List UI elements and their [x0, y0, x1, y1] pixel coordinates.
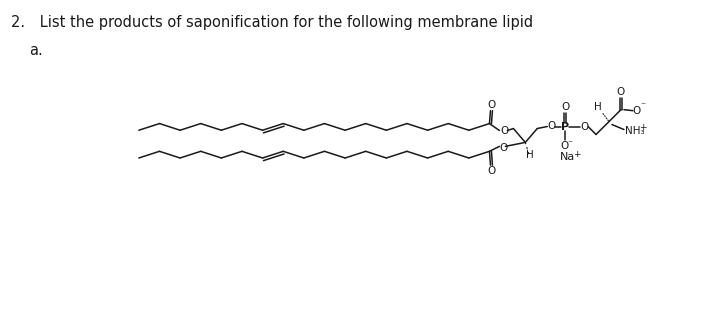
Text: H: H	[527, 150, 534, 160]
Text: +: +	[573, 150, 581, 159]
Text: O: O	[560, 141, 568, 151]
Text: O: O	[580, 122, 588, 132]
Text: O: O	[633, 106, 641, 116]
Text: ⁻: ⁻	[640, 102, 645, 112]
Text: O: O	[487, 100, 496, 110]
Text: O: O	[487, 166, 496, 176]
Text: H: H	[594, 102, 602, 112]
Text: O: O	[499, 143, 508, 153]
Text: NH₃: NH₃	[625, 126, 645, 136]
Text: ⁻: ⁻	[568, 139, 573, 149]
Text: +: +	[639, 123, 647, 132]
Text: P: P	[561, 122, 569, 132]
Text: O: O	[547, 120, 556, 130]
Text: O: O	[617, 87, 625, 97]
Text: 2. List the products of saponification for the following membrane lipid: 2. List the products of saponification f…	[11, 15, 534, 30]
Text: Na: Na	[560, 152, 575, 162]
Text: O: O	[501, 125, 508, 135]
Text: a.: a.	[29, 43, 43, 58]
Text: O: O	[561, 102, 569, 112]
